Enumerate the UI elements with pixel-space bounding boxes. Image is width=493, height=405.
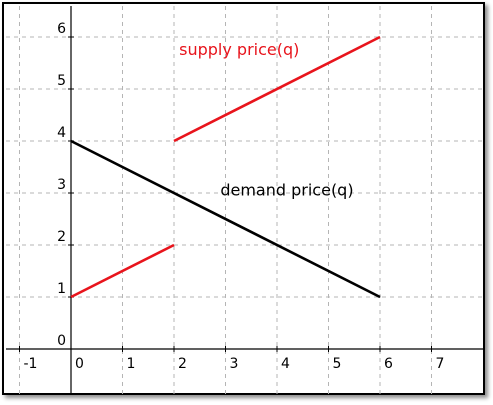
x-tick-label: 1 <box>127 356 136 372</box>
y-tick-label: 4 <box>57 125 66 141</box>
axes <box>6 6 485 395</box>
y-tick-label: 6 <box>57 21 66 37</box>
x-tick-label: -1 <box>24 356 38 372</box>
x-tick-label: 3 <box>230 356 239 372</box>
x-tick-label: 5 <box>333 356 342 372</box>
annotation-label: supply price(q) <box>179 40 299 59</box>
series-line-demand-price-q-segment-0 <box>70 139 381 299</box>
x-tick-labels: -1 0 1 2 3 4 5 6 7 <box>19 346 445 372</box>
grid <box>6 6 485 395</box>
chart-frame <box>2 2 485 395</box>
y-tick-label: 1 <box>57 281 66 297</box>
y-tick-label: 3 <box>57 177 66 193</box>
series-line-supply-price-q-segment-1 <box>173 35 381 143</box>
x-tick-label: 0 <box>75 356 84 372</box>
y-tick-label: 2 <box>57 229 66 245</box>
x-tick-label: 4 <box>281 356 290 372</box>
x-tick-label: 2 <box>178 356 187 372</box>
y-tick-label: 0 <box>57 333 66 349</box>
series-line-supply-price-q-segment-0 <box>70 243 175 299</box>
series-lines <box>70 35 381 299</box>
annotation-label: demand price(q) <box>220 181 353 200</box>
annotations: supply price(q) demand price(q) <box>179 40 353 199</box>
y-tick-labels: 0 1 2 3 4 5 6 <box>57 21 74 350</box>
x-tick-label: 6 <box>384 356 393 372</box>
x-tick-label: 7 <box>436 356 445 372</box>
y-tick-label: 5 <box>57 73 66 89</box>
